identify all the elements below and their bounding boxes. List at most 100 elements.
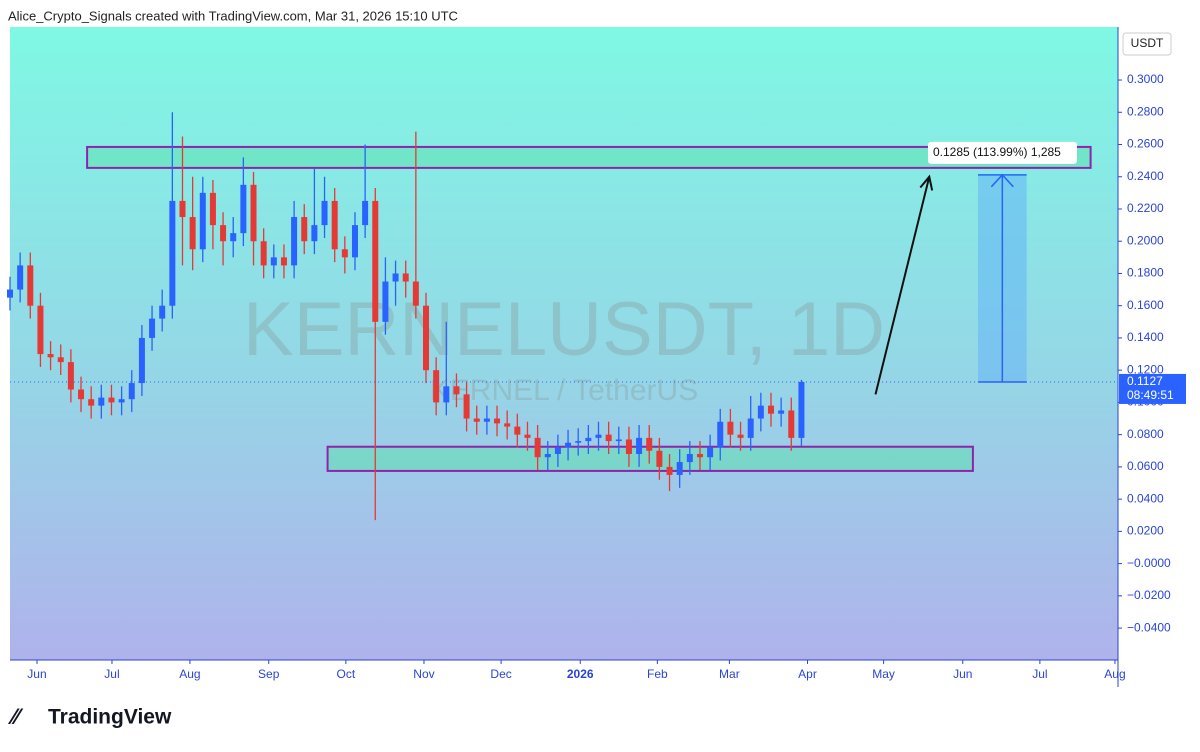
candle-body [402,273,409,282]
candle-body [27,265,34,306]
candle-body [270,257,277,266]
candle-body [798,381,805,438]
candle-body [57,357,64,363]
candle-body [757,405,764,419]
x-tick-label: Aug [179,667,200,681]
candle-body [463,394,470,419]
y-tick-label: 0.2400 [1127,169,1164,183]
candle-body [372,200,379,322]
candle-body [128,383,135,400]
candle-body [676,462,683,475]
candle-body [656,450,663,467]
candle-body [47,354,54,358]
candle-body [351,225,358,258]
y-tick-label: 0.1400 [1127,330,1164,344]
candle-body [341,249,348,258]
candle-body [179,200,186,218]
x-tick-label: Jun [27,667,46,681]
caption: Alice_Crypto_Signals created with Tradin… [8,8,458,23]
candle-body [230,233,237,242]
candle-body [514,426,521,435]
candle-body [291,217,298,266]
candle-body [78,389,85,400]
candle-body [544,453,551,458]
candle-body [169,200,176,306]
candle-body [494,418,501,424]
y-tick-label: 0.2200 [1127,201,1164,215]
y-tick-label: 0.0600 [1127,459,1164,473]
candle-body [118,399,125,403]
y-tick-label: 0.0800 [1127,427,1164,441]
candle-body [666,466,673,475]
candle-body [696,453,703,458]
candle-body [311,225,318,242]
logo: ⁄⁄ [7,704,24,729]
candle-body [585,437,592,442]
currency[interactable]: USDT [1131,36,1164,50]
watermark-subtitle: KERNEL / TetherUS [430,374,698,407]
candle-body [483,418,490,422]
candle-body [37,305,44,355]
candle-body [575,441,582,443]
candle-body [392,273,399,282]
candle-body [433,370,440,403]
y-tick-label: 0.2800 [1127,104,1164,118]
last-price-box [1119,373,1186,404]
candle-body [767,405,774,414]
candle-body [301,217,308,242]
currency-box[interactable] [1122,32,1172,56]
candle-body [362,200,369,226]
x-tick-label: Nov [413,667,434,681]
candle-body [554,447,561,454]
candle-body [189,217,196,250]
y-tick-label: −0.0000 [1127,556,1171,570]
candle-body [595,434,602,438]
candle-body [321,200,328,226]
arrow-shaft [874,176,931,395]
candle-body [747,418,754,438]
candle-body [646,437,653,451]
candle-body [250,184,257,242]
y-tick-label: −0.0200 [1127,588,1171,602]
x-tick-label: Aug [1104,667,1125,681]
candle-body [199,192,206,250]
candle-body [412,281,419,306]
candle-body [98,397,105,406]
x-tick-label: Jun [953,667,972,681]
measure-arrowhead [990,173,1014,188]
candle-body [534,437,541,458]
candle-body [88,399,95,406]
x-tick-label: Sep [258,667,280,681]
candle-body [707,447,714,458]
candle-body [331,200,338,250]
candle-body [382,281,389,322]
x-tick-label: 2026 [567,667,594,681]
x-tick-label: Jul [104,667,119,681]
y-tick-label: 0.1800 [1127,266,1164,280]
plot-background [10,27,1118,660]
y-tick-label: 0.1600 [1127,298,1164,312]
candle-body [220,225,227,242]
candle-body [443,386,450,403]
y-tick-label: −0.0400 [1127,620,1171,634]
candle-body [737,434,744,438]
candle-body [788,410,795,438]
x-tick-label: Dec [490,667,511,681]
x-tick-label: May [872,667,895,681]
candle-body [686,453,693,463]
candle-body [727,421,734,435]
candle-body [778,410,785,414]
y-tick-label: 0.2600 [1127,137,1164,151]
brand: TradingView [48,706,172,729]
last-price-label: 0.1127 [1127,374,1163,388]
candle-body [625,439,632,454]
candle-body [524,434,531,438]
candle-body [108,397,115,403]
candle-body [280,257,287,266]
candle-body [605,434,612,442]
y-tick-label: 0.1200 [1127,362,1164,376]
y-tick-label: 0.0200 [1127,524,1164,538]
candle-body [636,437,643,454]
candle-body [504,423,511,427]
